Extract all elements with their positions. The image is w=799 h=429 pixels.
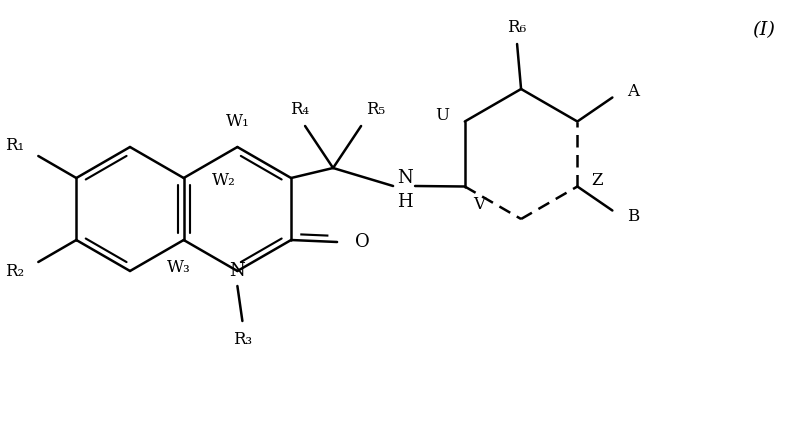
Text: U: U	[435, 107, 449, 124]
Text: W₂: W₂	[212, 172, 236, 190]
Text: (I): (I)	[752, 21, 775, 39]
Text: R₁: R₁	[5, 138, 24, 154]
Text: O: O	[355, 233, 370, 251]
Text: W₁: W₁	[225, 112, 249, 130]
Text: R₅: R₅	[366, 100, 385, 118]
Text: W₃: W₃	[167, 260, 191, 277]
Text: R₃: R₃	[233, 330, 252, 347]
Text: B: B	[627, 208, 640, 225]
Text: N: N	[229, 262, 245, 280]
Text: Z: Z	[591, 172, 603, 189]
Text: R₂: R₂	[5, 263, 24, 281]
Text: A: A	[627, 83, 639, 100]
Text: H: H	[397, 193, 413, 211]
Text: R₄: R₄	[291, 100, 310, 118]
Text: R₆: R₆	[507, 18, 527, 36]
Text: V: V	[473, 196, 485, 213]
Text: N: N	[397, 169, 413, 187]
